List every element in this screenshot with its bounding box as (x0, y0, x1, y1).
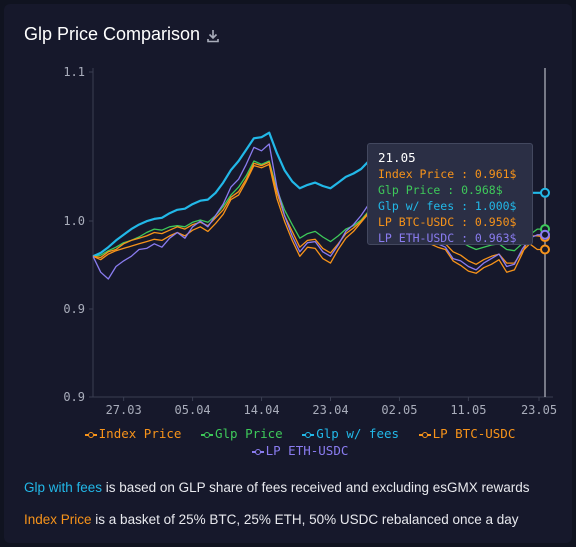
tooltip-lp-eth-usdc: LP ETH-USDC : 0.963$ (378, 231, 517, 245)
x-tick-label: 27.03 (106, 403, 142, 417)
y-tick-label: 1.0 (63, 214, 85, 228)
chart-card (4, 4, 572, 543)
y-tick-label: 0.9 (63, 390, 85, 404)
tooltip-date: 21.05 (378, 150, 416, 165)
chart-tooltip: 21.05 Index Price : 0.961$ Glp Price : 0… (367, 143, 533, 245)
chart-legend: Index Price Glp Price Glp w/ fees LP BTC… (60, 425, 540, 459)
legend-item-lp-btc-usdc[interactable]: LP BTC-USDC (418, 425, 516, 442)
x-tick-label: 11.05 (450, 403, 486, 417)
legend-item-glp-price[interactable]: Glp Price (200, 425, 283, 442)
line-marker-icon (302, 431, 315, 439)
footnote-highlight: Index Price (24, 512, 92, 527)
series-point-lp-btc-usdc (540, 244, 550, 255)
series-line-glp-price (92, 160, 545, 257)
tooltip-glp-with-fees: Glp w/ fees : 1.000$ (378, 199, 517, 213)
line-marker-icon (251, 448, 264, 456)
legend-item-lp-eth-usdc[interactable]: LP ETH-USDC (251, 442, 349, 459)
chart-title: Glp Price Comparison (24, 24, 201, 44)
legend-label: Glp w/ fees (316, 426, 400, 441)
y-tick-label: 0.9 (63, 302, 85, 316)
series-point-lp-eth-usdc (540, 229, 550, 240)
footnote-highlight: Glp with fees (24, 480, 103, 495)
legend-item-index-price[interactable]: Index Price (84, 425, 182, 442)
legend-label: Index Price (98, 426, 182, 441)
legend-label: LP ETH-USDC (265, 443, 349, 458)
series-point-glp-with-fees (540, 187, 550, 198)
footnote-glp-with-fees: Glp with fees is based on GLP share of f… (24, 480, 554, 496)
legend-label: LP BTC-USDC (432, 426, 516, 441)
line-marker-icon (200, 431, 213, 439)
tooltip-index-price: Index Price : 0.961$ (378, 167, 517, 181)
footnote-index-price: Index Price is a basket of 25% BTC, 25% … (24, 512, 554, 528)
download-icon[interactable] (206, 29, 220, 43)
series-line-index-price (92, 163, 546, 274)
x-tick-label: 05.04 (175, 403, 211, 417)
series-line-lp-btc-usdc (92, 161, 545, 265)
x-tick-label: 23.05 (521, 403, 557, 417)
x-tick-label: 02.05 (381, 403, 417, 417)
tooltip-glp-price: Glp Price : 0.968$ (378, 183, 503, 197)
tooltip-lp-btc-usdc: LP BTC-USDC : 0.950$ (378, 215, 517, 229)
legend-label: Glp Price (214, 426, 283, 441)
x-tick-label: 23.04 (312, 403, 348, 417)
legend-item-glp-with-fees[interactable]: Glp w/ fees (302, 425, 399, 442)
footnote-text: is based on GLP share of fees received a… (102, 480, 530, 495)
line-marker-icon (418, 431, 431, 439)
footnote-text: is a basket of 25% BTC, 25% ETH, 50% USD… (91, 512, 519, 527)
y-tick-label: 1.1 (63, 65, 85, 79)
x-tick-label: 14.04 (243, 403, 279, 417)
line-marker-icon (84, 431, 97, 439)
series-line-lp-eth-usdc (92, 143, 545, 280)
